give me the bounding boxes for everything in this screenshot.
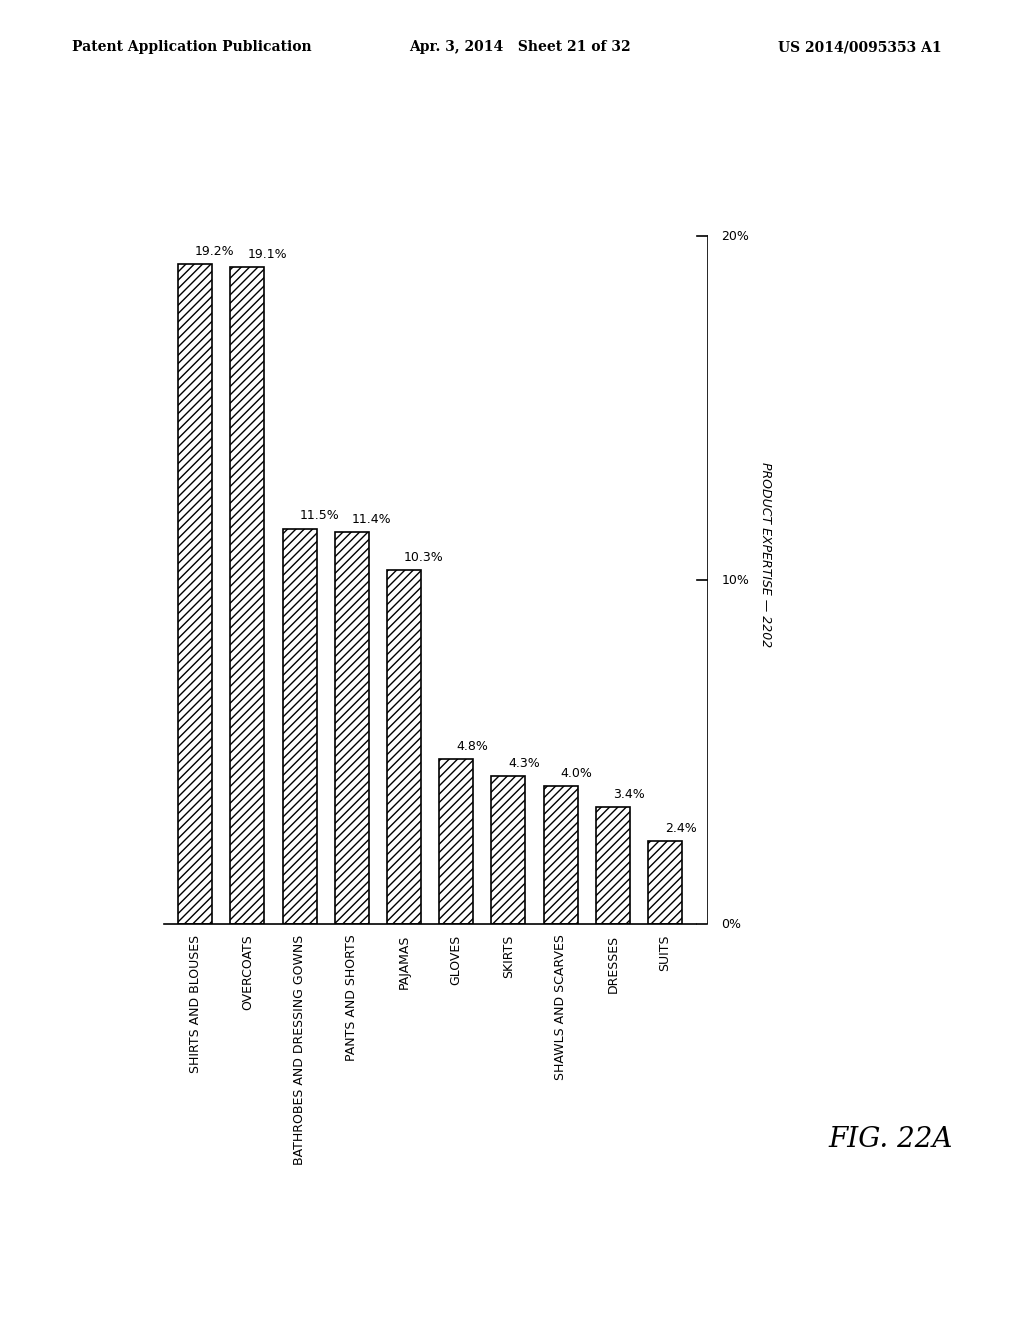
Text: 4.8%: 4.8%: [456, 739, 488, 752]
Text: 11.5%: 11.5%: [300, 510, 339, 523]
Text: 10%: 10%: [721, 574, 750, 586]
Text: 4.0%: 4.0%: [560, 767, 593, 780]
Text: 19.1%: 19.1%: [248, 248, 287, 261]
Bar: [439, 759, 473, 924]
Text: US 2014/0095353 A1: US 2014/0095353 A1: [778, 40, 942, 54]
Text: 2.4%: 2.4%: [665, 822, 696, 836]
Bar: [596, 807, 630, 924]
Bar: [283, 528, 316, 924]
Bar: [492, 776, 525, 924]
Bar: [387, 570, 421, 924]
Text: Patent Application Publication: Patent Application Publication: [72, 40, 311, 54]
Text: Apr. 3, 2014   Sheet 21 of 32: Apr. 3, 2014 Sheet 21 of 32: [410, 40, 631, 54]
Text: 19.2%: 19.2%: [196, 244, 234, 257]
Bar: [335, 532, 369, 924]
Text: 20%: 20%: [721, 230, 750, 243]
Text: 3.4%: 3.4%: [612, 788, 644, 801]
Text: 10.3%: 10.3%: [404, 550, 443, 564]
Bar: [230, 268, 264, 924]
Text: PRODUCT EXPERTISE — 2202: PRODUCT EXPERTISE — 2202: [759, 462, 772, 647]
Bar: [648, 841, 682, 924]
Text: 4.3%: 4.3%: [508, 756, 540, 770]
Text: 11.4%: 11.4%: [352, 513, 391, 525]
Text: 0%: 0%: [721, 917, 741, 931]
Text: FIG. 22A: FIG. 22A: [828, 1126, 953, 1152]
Bar: [544, 787, 578, 924]
Bar: [178, 264, 212, 924]
